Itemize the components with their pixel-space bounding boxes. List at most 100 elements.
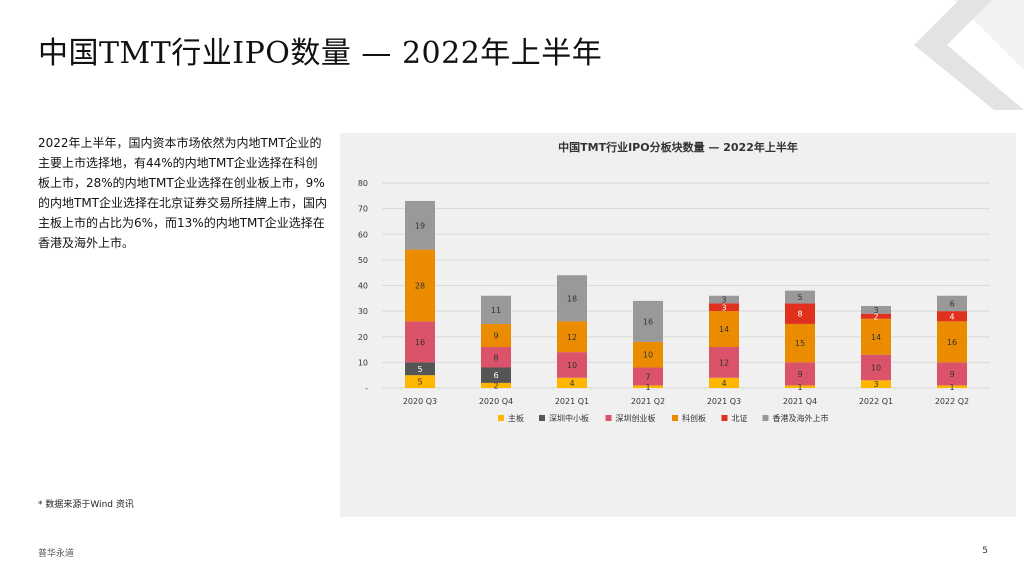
bar-segment: [481, 382, 511, 388]
legend-label: 主板: [508, 413, 524, 423]
axis-layer: - 10 20 30 40 50 60 70 80 2020 Q3 2020 Q4 2021 Q1 20…: [358, 179, 969, 406]
data-label: 18: [567, 294, 577, 303]
corner-deco-shape-2: [914, 0, 992, 45]
data-label: 16: [415, 338, 425, 347]
bar-segment: [557, 352, 587, 378]
bar-segment: [861, 313, 891, 319]
bar-segment: [481, 323, 511, 347]
bar-segment: [481, 367, 511, 383]
x-tick-label: 2020 Q3: [403, 397, 437, 406]
data-label: 2: [873, 312, 878, 321]
y-tick-label: -: [365, 384, 368, 393]
data-label: 11: [491, 306, 501, 315]
bar-segment: [405, 321, 435, 363]
legend-label: 北证: [732, 414, 748, 423]
bar-segment: [405, 375, 435, 388]
bar-segment: [405, 362, 435, 376]
corner-decoration: [914, 0, 1024, 110]
legend-swatch: [605, 415, 612, 421]
data-label: 7: [645, 372, 650, 381]
legend: 主板 深圳中小板 深圳创业板 科创板 北证 香港及海外上市: [498, 413, 829, 423]
data-label: 4: [569, 379, 574, 388]
bar-segment: [557, 275, 587, 322]
data-label: 12: [719, 358, 729, 367]
legend-label: 深圳创业板: [616, 413, 656, 423]
grid-layer: [382, 182, 990, 389]
bar-segment: [709, 303, 739, 312]
bar-segment: [709, 347, 739, 378]
data-label: 1: [645, 383, 650, 392]
bar-layer: [405, 200, 967, 388]
bar-segment: [709, 377, 739, 388]
bar-segment: [861, 318, 891, 355]
data-label: 19: [415, 221, 425, 230]
data-label: 10: [567, 361, 577, 370]
bar-segment: [937, 385, 967, 388]
data-label: 5: [417, 378, 422, 387]
bar-segment: [709, 311, 739, 347]
data-label: 16: [947, 338, 957, 347]
bar-segment: [709, 295, 739, 304]
bar-segment: [861, 380, 891, 388]
data-label: 12: [567, 333, 577, 342]
chart-title: 中国TMT行业IPO分板块数量 — 2022年上半年: [558, 140, 798, 154]
data-label: 9: [493, 331, 498, 340]
data-label: 3: [721, 296, 726, 305]
bar-segment: [633, 341, 663, 368]
bar-segment: [481, 347, 511, 368]
data-label: 10: [643, 351, 653, 360]
legend-label: 深圳中小板: [549, 413, 589, 423]
summary-paragraph: 2022年上半年，国内资本市场依然为内地TMT企业的主要上市选择地，有44%的内…: [38, 136, 328, 250]
bar-segment: [861, 306, 891, 314]
bar-segment: [861, 354, 891, 381]
y-tick-label: 10: [358, 358, 368, 367]
bar-segment: [633, 367, 663, 386]
bar-segment: [557, 321, 587, 353]
legend-label: 科创板: [682, 413, 706, 423]
data-label: 8: [797, 310, 802, 319]
label-layer: 5516281926891141012181710164121433191585…: [415, 221, 957, 392]
bar-segment: [481, 295, 511, 324]
y-tick-label: 30: [358, 307, 368, 316]
bar-segment: [937, 321, 967, 363]
legend-swatch: [762, 415, 769, 421]
bar-segment: [785, 303, 815, 324]
data-label: 3: [721, 303, 726, 312]
page-number: 5: [982, 546, 988, 556]
data-source-footnote: * 数据来源于Wind 资讯: [38, 500, 134, 510]
bar-segment: [785, 385, 815, 388]
data-label: 28: [415, 282, 425, 291]
bar-segment: [405, 249, 435, 322]
data-label: 1: [797, 383, 802, 392]
bar-segment: [557, 377, 587, 388]
y-tick-label: 80: [358, 179, 368, 188]
stacked-bar-chart: 中国TMT行业IPO分板块数量 — 2022年上半年 5516281926891…: [358, 140, 990, 423]
bar-segment: [785, 323, 815, 363]
data-label: 4: [949, 312, 954, 321]
bar-segment: [405, 200, 435, 250]
brand-name: 普华永道: [38, 549, 75, 559]
x-tick-label: 2022 Q1: [859, 397, 893, 406]
data-label: 4: [721, 379, 726, 388]
data-label: 9: [949, 370, 954, 379]
bar-segment: [633, 300, 663, 342]
data-label: 14: [871, 333, 881, 342]
legend-label: 香港及海外上市: [773, 413, 829, 423]
chart-panel: 中国TMT行业IPO分板块数量 — 2022年上半年 5 5 16 28 19 2 6 8 9 1…: [340, 133, 1016, 517]
x-tick-label: 2021 Q2: [631, 397, 665, 406]
x-tick-label: 2021 Q3: [707, 397, 741, 406]
data-label: 2: [493, 381, 498, 390]
data-label: 8: [493, 353, 498, 362]
bar-segment: [937, 362, 967, 386]
data-label: 3: [873, 306, 878, 315]
bar-segment: [785, 290, 815, 304]
bar-segment: [937, 311, 967, 322]
legend-swatch: [672, 415, 678, 421]
data-label: 15: [795, 339, 805, 348]
page-title: 中国TMT行业IPO数量 — 2022年上半年: [38, 36, 603, 71]
bar-segment: [937, 295, 967, 312]
y-tick-label: 70: [358, 205, 368, 214]
data-label: 3: [873, 380, 878, 389]
x-tick-label: 2020 Q4: [479, 397, 513, 406]
data-label: 6: [493, 371, 498, 380]
